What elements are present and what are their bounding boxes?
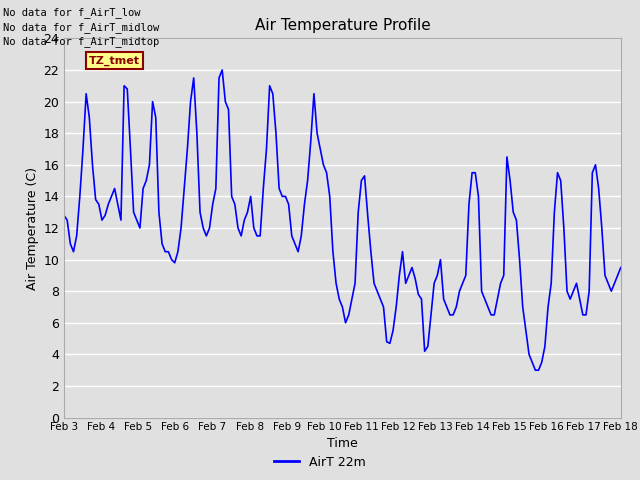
X-axis label: Time: Time [327,437,358,450]
Legend: AirT 22m: AirT 22m [269,451,371,474]
Text: No data for f_AirT_midlow: No data for f_AirT_midlow [3,22,159,33]
Text: No data for f_AirT_low: No data for f_AirT_low [3,7,141,18]
Title: Air Temperature Profile: Air Temperature Profile [255,18,430,33]
Text: No data for f_AirT_midtop: No data for f_AirT_midtop [3,36,159,47]
Text: TZ_tmet: TZ_tmet [89,55,140,66]
Y-axis label: Air Temperature (C): Air Temperature (C) [26,167,39,289]
